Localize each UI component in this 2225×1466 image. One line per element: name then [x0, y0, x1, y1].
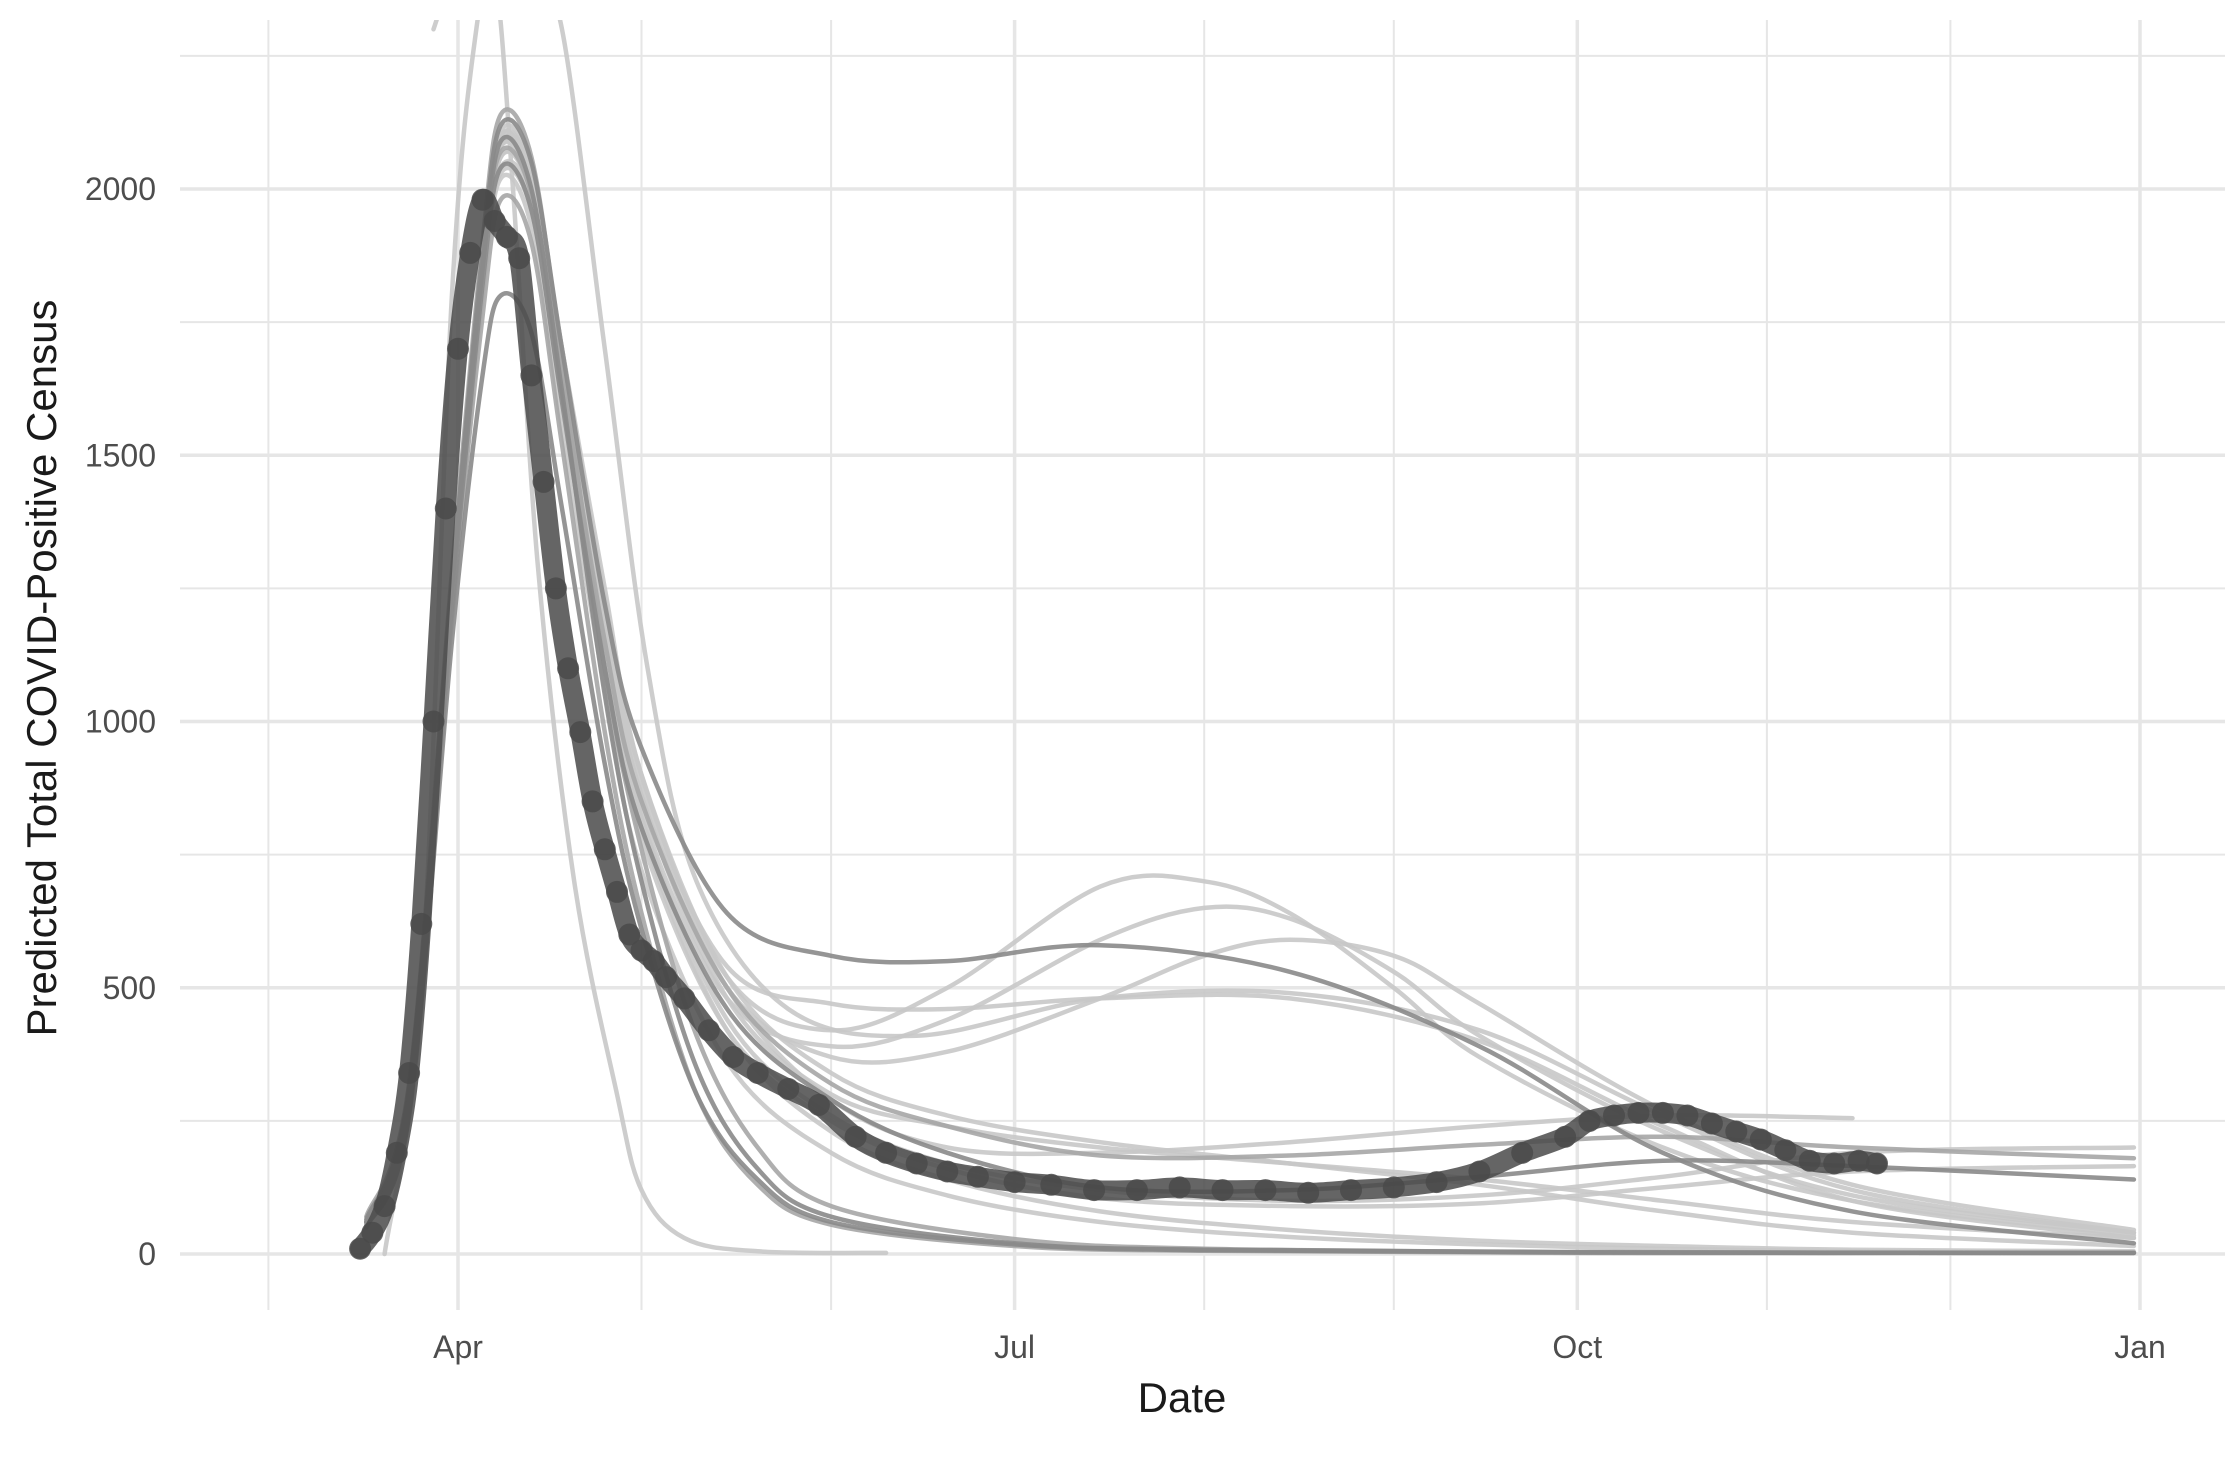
observed-point: [1700, 1112, 1723, 1135]
observed-point: [373, 1195, 396, 1218]
observed-point: [655, 966, 677, 989]
observed-point: [1774, 1139, 1797, 1162]
projection-line: [364, 148, 2137, 1233]
projection-line: [364, 133, 2137, 1238]
projection-line: [364, 139, 2137, 1254]
observed-point: [483, 210, 506, 232]
observed-point: [1627, 1101, 1650, 1124]
projection-line: [364, 149, 2137, 1227]
observed-point: [349, 1237, 372, 1260]
observed-point: [1578, 1109, 1601, 1132]
y-tick-label: 0: [138, 1236, 156, 1272]
observed-point: [422, 710, 445, 733]
grid-lines: [180, 20, 2225, 1310]
x-tick-label: Jul: [994, 1329, 1035, 1365]
x-tick-label: Apr: [433, 1329, 483, 1365]
observed-point: [642, 950, 665, 973]
x-axis-title: Date: [1138, 1374, 1227, 1421]
projection-line: [364, 161, 2137, 1225]
observed-point: [1425, 1171, 1448, 1194]
projection-line: [364, 129, 2137, 1241]
projection-line: [364, 117, 2137, 1246]
observed-point: [398, 1062, 421, 1084]
x-tick-label: Jan: [2114, 1329, 2166, 1365]
projection-line: [431, 20, 2137, 1235]
observed-point: [1603, 1104, 1625, 1127]
observed-point: [1168, 1176, 1191, 1199]
observed-point: [1340, 1179, 1362, 1202]
observed-point: [557, 657, 580, 680]
observed-point: [447, 337, 469, 360]
observed-point: [1083, 1179, 1106, 1202]
observed-point: [1847, 1149, 1870, 1172]
observed-line: [350, 188, 1887, 1259]
observed-point: [697, 1019, 720, 1042]
projection-line: [364, 128, 2137, 1241]
observed-point: [1866, 1152, 1888, 1175]
x-tick-labels: Apr Jul Oct Jan: [433, 1329, 2166, 1365]
observed-point: [459, 241, 482, 264]
observed-point: [1798, 1149, 1821, 1172]
observed-point: [1468, 1160, 1491, 1183]
projection-line: [364, 291, 2137, 1256]
observed-point: [495, 225, 518, 248]
projection-line: [364, 145, 2137, 1225]
y-tick-label: 1000: [85, 704, 156, 740]
observed-point: [1823, 1152, 1846, 1175]
observed-point: [508, 247, 531, 270]
observed-point: [471, 188, 494, 211]
observed-point: [936, 1160, 959, 1183]
observed-point: [722, 1046, 745, 1068]
observed-point: [777, 1077, 800, 1100]
projection-lines: [364, 20, 2137, 1257]
observed-point: [966, 1165, 989, 1188]
observed-point: [385, 1141, 408, 1164]
observed-point: [361, 1221, 384, 1244]
observed-point: [1749, 1128, 1772, 1151]
observed-point: [581, 790, 604, 813]
observed-point: [746, 1062, 769, 1084]
observed-point: [1554, 1125, 1577, 1148]
observed-point: [1211, 1179, 1234, 1202]
observed-point: [544, 577, 567, 600]
observed-point: [1676, 1104, 1699, 1127]
observed-point: [532, 470, 555, 493]
observed-point: [434, 497, 457, 520]
observed-point: [606, 880, 628, 903]
observed-point: [520, 364, 543, 387]
observed-point: [618, 923, 641, 946]
observed-points: [349, 188, 1888, 1260]
projection-line: [364, 165, 2137, 1229]
observed-point: [1725, 1120, 1748, 1143]
observed-point: [1003, 1171, 1026, 1194]
y-axis-title: Predicted Total COVID-Positive Census: [18, 300, 65, 1037]
observed-point: [844, 1125, 867, 1148]
y-tick-label: 1500: [85, 437, 156, 473]
observed-point: [1125, 1179, 1148, 1202]
y-tick-labels: 0 500 1000 1500 2000: [85, 171, 156, 1272]
observed-point: [673, 987, 696, 1010]
observed-point: [905, 1152, 928, 1175]
observed-point: [1651, 1101, 1674, 1124]
observed-point: [1382, 1176, 1405, 1199]
observed-point: [410, 912, 433, 935]
projection-line: [364, 107, 2137, 1256]
y-tick-label: 2000: [85, 171, 156, 207]
observed-point: [807, 1093, 830, 1116]
observed-point: [1040, 1173, 1063, 1196]
projection-line: [364, 122, 2137, 1249]
observed-point: [1254, 1179, 1277, 1202]
observed-point: [593, 838, 616, 861]
observed-point: [875, 1141, 898, 1164]
observed-point: [569, 721, 592, 744]
observed-point: [1297, 1181, 1320, 1204]
x-tick-label: Oct: [1552, 1329, 1602, 1365]
y-tick-label: 500: [103, 970, 156, 1006]
observed-point: [1511, 1141, 1534, 1164]
projection-line: [364, 134, 2137, 1256]
